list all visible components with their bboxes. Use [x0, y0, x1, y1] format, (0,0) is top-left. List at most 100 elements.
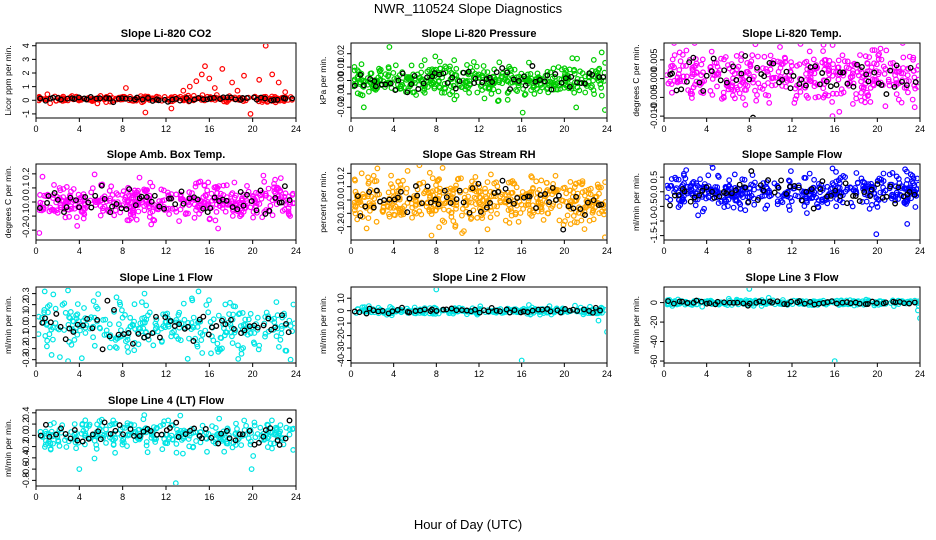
hourly-point	[381, 197, 388, 204]
outlier-point	[602, 107, 606, 113]
data-point	[451, 57, 458, 64]
data-point	[714, 184, 721, 191]
hourly-point	[573, 193, 580, 200]
hourly-point	[155, 97, 162, 104]
data-point	[411, 89, 418, 95]
data-point	[237, 213, 243, 220]
hourly-point	[194, 196, 201, 203]
data-point	[236, 310, 243, 317]
data-point	[231, 194, 238, 201]
x-tick-label: 4	[77, 246, 82, 256]
hourly-point	[728, 190, 735, 197]
x-tick-label: 16	[830, 124, 840, 134]
hourly-point	[557, 309, 564, 316]
hourly-point	[395, 77, 402, 84]
x-tick-label: 16	[517, 124, 527, 134]
data-point	[78, 430, 85, 437]
hourly-point	[276, 199, 283, 206]
data-point	[598, 84, 605, 91]
outlier-point	[386, 44, 393, 50]
hourly-point	[211, 194, 218, 201]
hourly-point	[270, 96, 277, 103]
hourly-point	[85, 199, 92, 206]
x-tick-label: 20	[248, 124, 258, 134]
data-point	[173, 441, 180, 447]
hourly-point	[730, 299, 737, 306]
data-point	[482, 185, 488, 192]
hourly-point	[207, 95, 213, 102]
data-point	[491, 203, 498, 209]
outlier-point	[829, 165, 836, 172]
hourly-point	[574, 307, 581, 314]
data-point	[223, 200, 230, 207]
data-point	[176, 309, 183, 316]
data-point	[269, 212, 276, 219]
data-point	[143, 439, 150, 445]
hourly-point	[153, 313, 159, 320]
data-point	[862, 53, 869, 60]
data-point	[515, 218, 522, 225]
y-tick-label: -20	[649, 316, 659, 329]
data-point	[809, 194, 816, 201]
y-tick-label: 0.2	[336, 167, 346, 180]
data-point	[882, 103, 889, 110]
hourly-point	[204, 209, 211, 216]
data-point	[472, 173, 479, 180]
hourly-point	[158, 431, 165, 438]
data-point	[222, 301, 229, 308]
y-axis-label: degrees C per min.	[3, 166, 13, 238]
data-point	[202, 327, 209, 334]
x-tick-label: 0	[33, 492, 38, 502]
data-point	[713, 71, 720, 77]
data-point	[143, 302, 150, 309]
hourly-point	[502, 185, 509, 192]
data-point	[107, 195, 114, 202]
data-point	[72, 430, 79, 436]
data-point	[228, 333, 235, 340]
data-point	[82, 417, 89, 424]
x-tick-label: 4	[391, 124, 396, 134]
data-point	[597, 81, 604, 88]
hourly-point	[167, 318, 174, 325]
data-point	[42, 444, 48, 450]
data-point	[671, 44, 677, 46]
data-point	[679, 197, 686, 204]
data-point	[357, 210, 364, 216]
hourly-point	[282, 435, 289, 442]
data-point	[880, 178, 887, 184]
data-point	[488, 171, 494, 178]
hourly-point	[589, 309, 596, 316]
data-point	[173, 317, 180, 323]
panel-title: Slope Line 4 (LT) Flow	[108, 395, 224, 407]
data-point	[77, 327, 83, 334]
hourly-point	[760, 299, 767, 306]
hourly-point	[281, 183, 288, 190]
hourly-point	[272, 194, 279, 201]
data-point	[126, 217, 133, 224]
hourly-point	[807, 298, 814, 305]
data-point	[453, 182, 459, 189]
outlier-point	[219, 65, 226, 72]
x-tick-label: 24	[602, 246, 612, 256]
data-point	[737, 205, 744, 212]
data-point	[806, 76, 813, 83]
data-point	[421, 57, 428, 63]
hourly-point	[440, 306, 447, 313]
hourly-point	[126, 186, 133, 193]
data-point	[878, 56, 885, 63]
hourly-point	[101, 419, 108, 426]
data-point	[709, 165, 715, 167]
outlier-point	[76, 466, 83, 473]
hourly-point	[726, 299, 733, 306]
hourly-point	[205, 331, 212, 338]
hourly-point	[169, 96, 176, 103]
hourly-point	[399, 70, 406, 77]
hourly-point	[810, 205, 817, 212]
data-point	[733, 298, 740, 305]
hourly-point	[397, 188, 404, 195]
data-point	[244, 182, 250, 189]
hourly-point	[570, 205, 577, 212]
data-point	[788, 168, 794, 175]
hourly-point	[286, 197, 293, 204]
y-tick-label: 0.00	[336, 72, 346, 90]
